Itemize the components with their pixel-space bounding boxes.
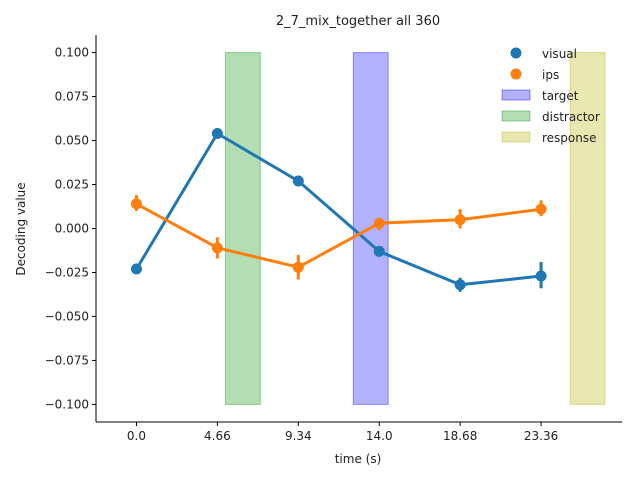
y-tick-label: −0.025 (45, 265, 89, 279)
data-point (211, 128, 223, 140)
legend-swatch (501, 110, 531, 122)
data-point (373, 245, 385, 257)
y-tick-label: 0.100 (55, 46, 89, 60)
legend-label: ips (542, 68, 559, 82)
y-axis-label: Decoding value (14, 182, 28, 275)
data-point (454, 214, 466, 226)
legend-item-response: response (501, 131, 597, 145)
legend-item-ips: ips (510, 68, 559, 82)
legend-swatch (501, 131, 531, 143)
data-point (130, 198, 142, 210)
legend-marker (510, 47, 522, 59)
y-tick-label: 0.000 (55, 222, 89, 236)
x-tick-label: 4.66 (204, 429, 231, 443)
legend-swatch (501, 89, 531, 101)
legend-marker (510, 68, 522, 80)
y-tick-label: −0.075 (45, 353, 89, 367)
data-point (535, 270, 547, 282)
data-point (292, 261, 304, 273)
data-point (292, 175, 304, 187)
axes: 0.100 0.075 0.050 0.025 0.000 −0.025 −0.050 −0.… (45, 35, 622, 443)
series-layer (130, 128, 547, 292)
shaded-regions (224, 52, 606, 405)
data-point (535, 203, 547, 215)
region-response (569, 52, 606, 405)
data-point (211, 242, 223, 254)
series-line-ips (135, 202, 542, 269)
x-tick-label: 9.34 (285, 429, 312, 443)
legend-item-target: target (501, 89, 579, 103)
x-tick-label: 18.68 (443, 429, 477, 443)
legend-label: distractor (542, 110, 600, 124)
x-axis-label: time (s) (335, 452, 382, 466)
y-tick-label: −0.100 (45, 397, 89, 411)
legend-label: target (542, 89, 579, 103)
data-point (130, 263, 142, 275)
y-tick-label: 0.075 (55, 90, 89, 104)
data-point (373, 217, 385, 229)
series-ips (130, 195, 547, 280)
series-line-visual (135, 132, 542, 287)
legend-item-visual: visual (510, 47, 577, 61)
chart-title: 2_7_mix_together all 360 (276, 14, 440, 29)
x-tick-label: 0.0 (127, 429, 146, 443)
legend: visual ips target distractor response (501, 47, 600, 145)
legend-label: response (542, 131, 597, 145)
legend-item-distractor: distractor (501, 110, 600, 124)
y-tick-label: −0.050 (45, 309, 89, 323)
legend-label: visual (542, 47, 577, 61)
y-tick-label: 0.025 (55, 178, 89, 192)
y-tick-label: 0.050 (55, 134, 89, 148)
x-tick-label: 23.36 (524, 429, 558, 443)
x-tick-label: 14.0 (366, 429, 393, 443)
data-point (454, 279, 466, 291)
series-visual (130, 128, 547, 292)
region-distractor (224, 52, 261, 405)
